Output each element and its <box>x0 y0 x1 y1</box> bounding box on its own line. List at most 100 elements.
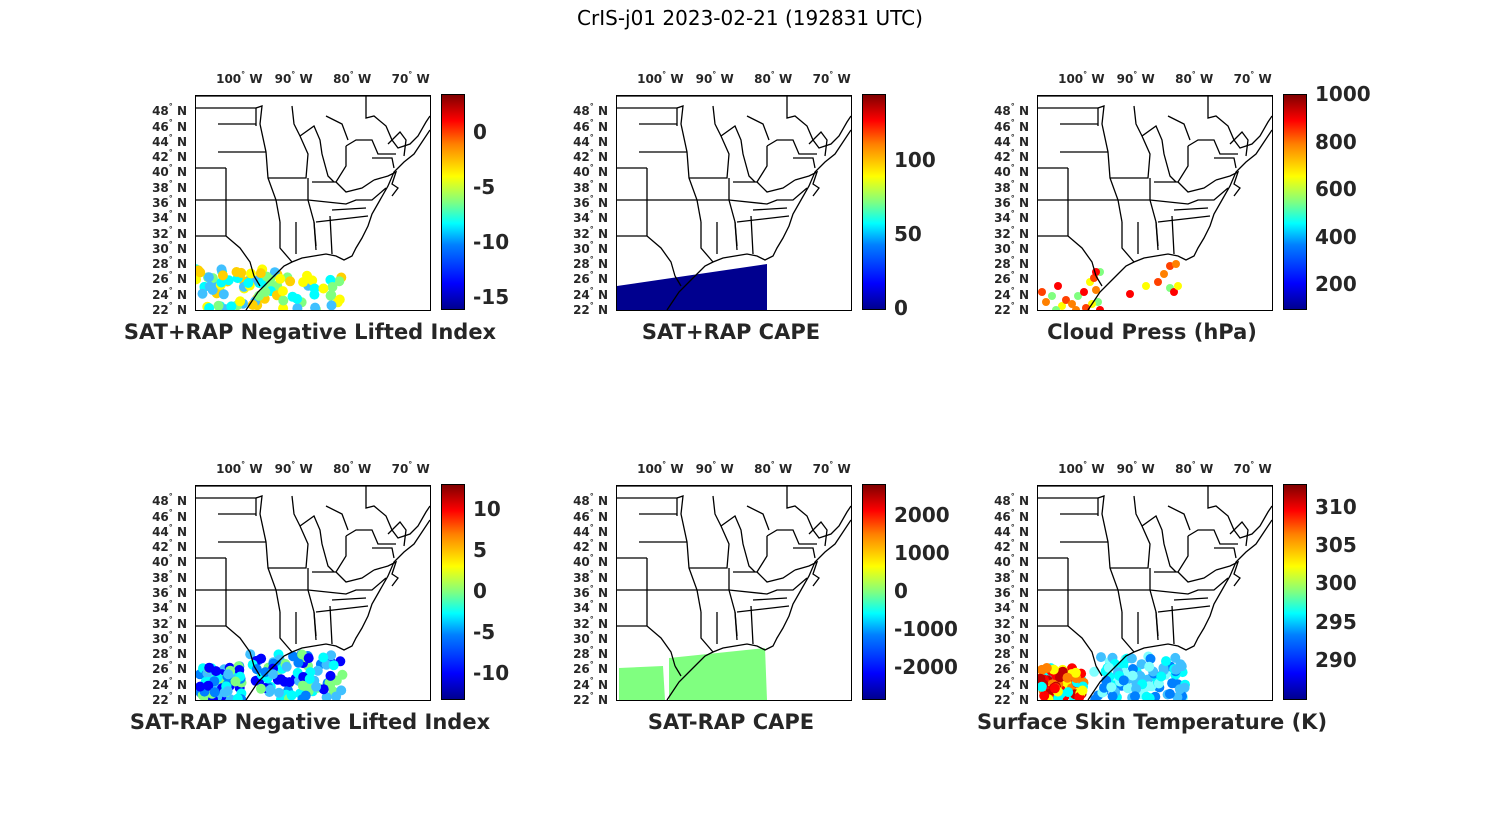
border-line <box>268 105 309 179</box>
data-point <box>1154 278 1162 286</box>
lon-label: 80° W <box>333 460 372 476</box>
colorbar-tick-label: 10 <box>473 496 501 521</box>
data-point <box>1096 652 1106 663</box>
data-point <box>209 687 220 698</box>
data-point <box>292 293 303 304</box>
lat-label: 32° N <box>152 224 187 241</box>
data-swath <box>1038 651 1190 700</box>
colorbar-tick-label: 200 <box>1315 272 1357 297</box>
data-point <box>1171 664 1182 675</box>
colorbar <box>441 484 465 700</box>
colorbar-tick-label: 600 <box>1315 177 1357 202</box>
data-point <box>232 693 243 700</box>
border-line <box>728 577 808 595</box>
lat-label: 28° N <box>573 255 608 272</box>
lat-label: 44° N <box>994 522 1029 539</box>
data-point <box>1141 691 1152 700</box>
data-point <box>203 272 214 283</box>
border-line <box>299 115 349 155</box>
lat-label: 30° N <box>573 629 608 646</box>
border-line <box>345 529 396 559</box>
data-point <box>1164 688 1175 699</box>
data-point <box>1042 298 1050 306</box>
data-point <box>303 653 314 664</box>
lat-label: 48° N <box>152 102 187 119</box>
data-point <box>1126 653 1137 664</box>
lat-label: 32° N <box>994 224 1029 241</box>
map-frame <box>616 95 852 311</box>
data-point <box>1170 288 1178 296</box>
map-frame <box>195 485 431 701</box>
border-line <box>1163 543 1217 583</box>
border-line <box>700 215 754 263</box>
border-line <box>617 107 697 201</box>
lon-label: 70° W <box>1233 70 1272 86</box>
data-point <box>235 296 246 307</box>
data-point <box>1049 683 1060 694</box>
lat-label: 42° N <box>994 538 1029 555</box>
border-line <box>1154 536 1211 613</box>
lat-label: 32° N <box>994 614 1029 631</box>
lon-label: 70° W <box>1233 460 1272 476</box>
lon-label: 80° W <box>1175 70 1214 86</box>
data-point <box>300 690 311 700</box>
lon-label: 90° W <box>1116 460 1155 476</box>
data-point <box>1039 690 1050 700</box>
lon-label: 90° W <box>274 70 313 86</box>
border-line <box>312 146 369 223</box>
lat-label: 28° N <box>573 645 608 662</box>
lat-label: 24° N <box>573 675 608 692</box>
colorbar-tick-label: -5 <box>473 620 496 645</box>
map-svg <box>1038 96 1272 310</box>
border-line <box>728 187 808 205</box>
colorbar-tick-label: 290 <box>1315 647 1357 672</box>
border-line <box>700 605 754 653</box>
border-line <box>1229 131 1249 157</box>
border-line <box>1110 105 1151 179</box>
state-borders <box>196 96 430 310</box>
data-point <box>1062 672 1073 683</box>
border-line <box>1087 129 1272 310</box>
data-point <box>1144 661 1155 672</box>
colorbar-tick-label: 0 <box>473 579 487 603</box>
data-point <box>1090 694 1101 700</box>
colorbar-tick-label: 5 <box>473 537 487 562</box>
data-point <box>268 669 278 680</box>
map-svg <box>196 96 430 310</box>
data-point <box>274 687 284 698</box>
border-line <box>1229 521 1249 547</box>
data-point <box>243 278 254 288</box>
data-point <box>1038 681 1047 692</box>
lat-label: 36° N <box>573 194 608 210</box>
colorbar-tick-label: 310 <box>1315 494 1357 519</box>
border-line <box>1149 187 1229 205</box>
lat-label: 36° N <box>994 194 1029 210</box>
lat-label: 48° N <box>994 102 1029 119</box>
state-borders <box>617 96 851 310</box>
figure-title: CrIS-j01 2023-02-21 (192831 UTC) <box>577 6 923 30</box>
border-line <box>196 486 430 539</box>
lon-label: 90° W <box>274 460 313 476</box>
border-line <box>1038 497 1118 591</box>
colorbar-tick-label: -10 <box>473 661 510 686</box>
lat-label: 30° N <box>994 629 1029 646</box>
data-point <box>285 276 296 287</box>
data-swath <box>196 649 348 700</box>
border-line <box>279 605 333 653</box>
lon-label: 90° W <box>695 460 734 476</box>
panel-surface-skin-temp: 100° W 90° W 80° W 70° W 48° N 46° N 44° N 42° … <box>947 460 1387 734</box>
lat-label: 48° N <box>573 492 608 509</box>
data-point <box>277 286 288 297</box>
data-point <box>309 289 320 300</box>
colorbar-tick-label: -15 <box>473 285 510 310</box>
border-line <box>1038 486 1272 539</box>
lat-label: 22° N <box>994 301 1029 317</box>
data-point <box>286 690 297 700</box>
lat-label: 34° N <box>573 599 608 616</box>
data-point <box>204 281 215 292</box>
lat-label: 44° N <box>994 132 1029 149</box>
lat-label: 26° N <box>573 660 608 677</box>
lat-label: 28° N <box>152 645 187 662</box>
border-line <box>666 129 851 310</box>
lat-label: 34° N <box>573 209 608 226</box>
